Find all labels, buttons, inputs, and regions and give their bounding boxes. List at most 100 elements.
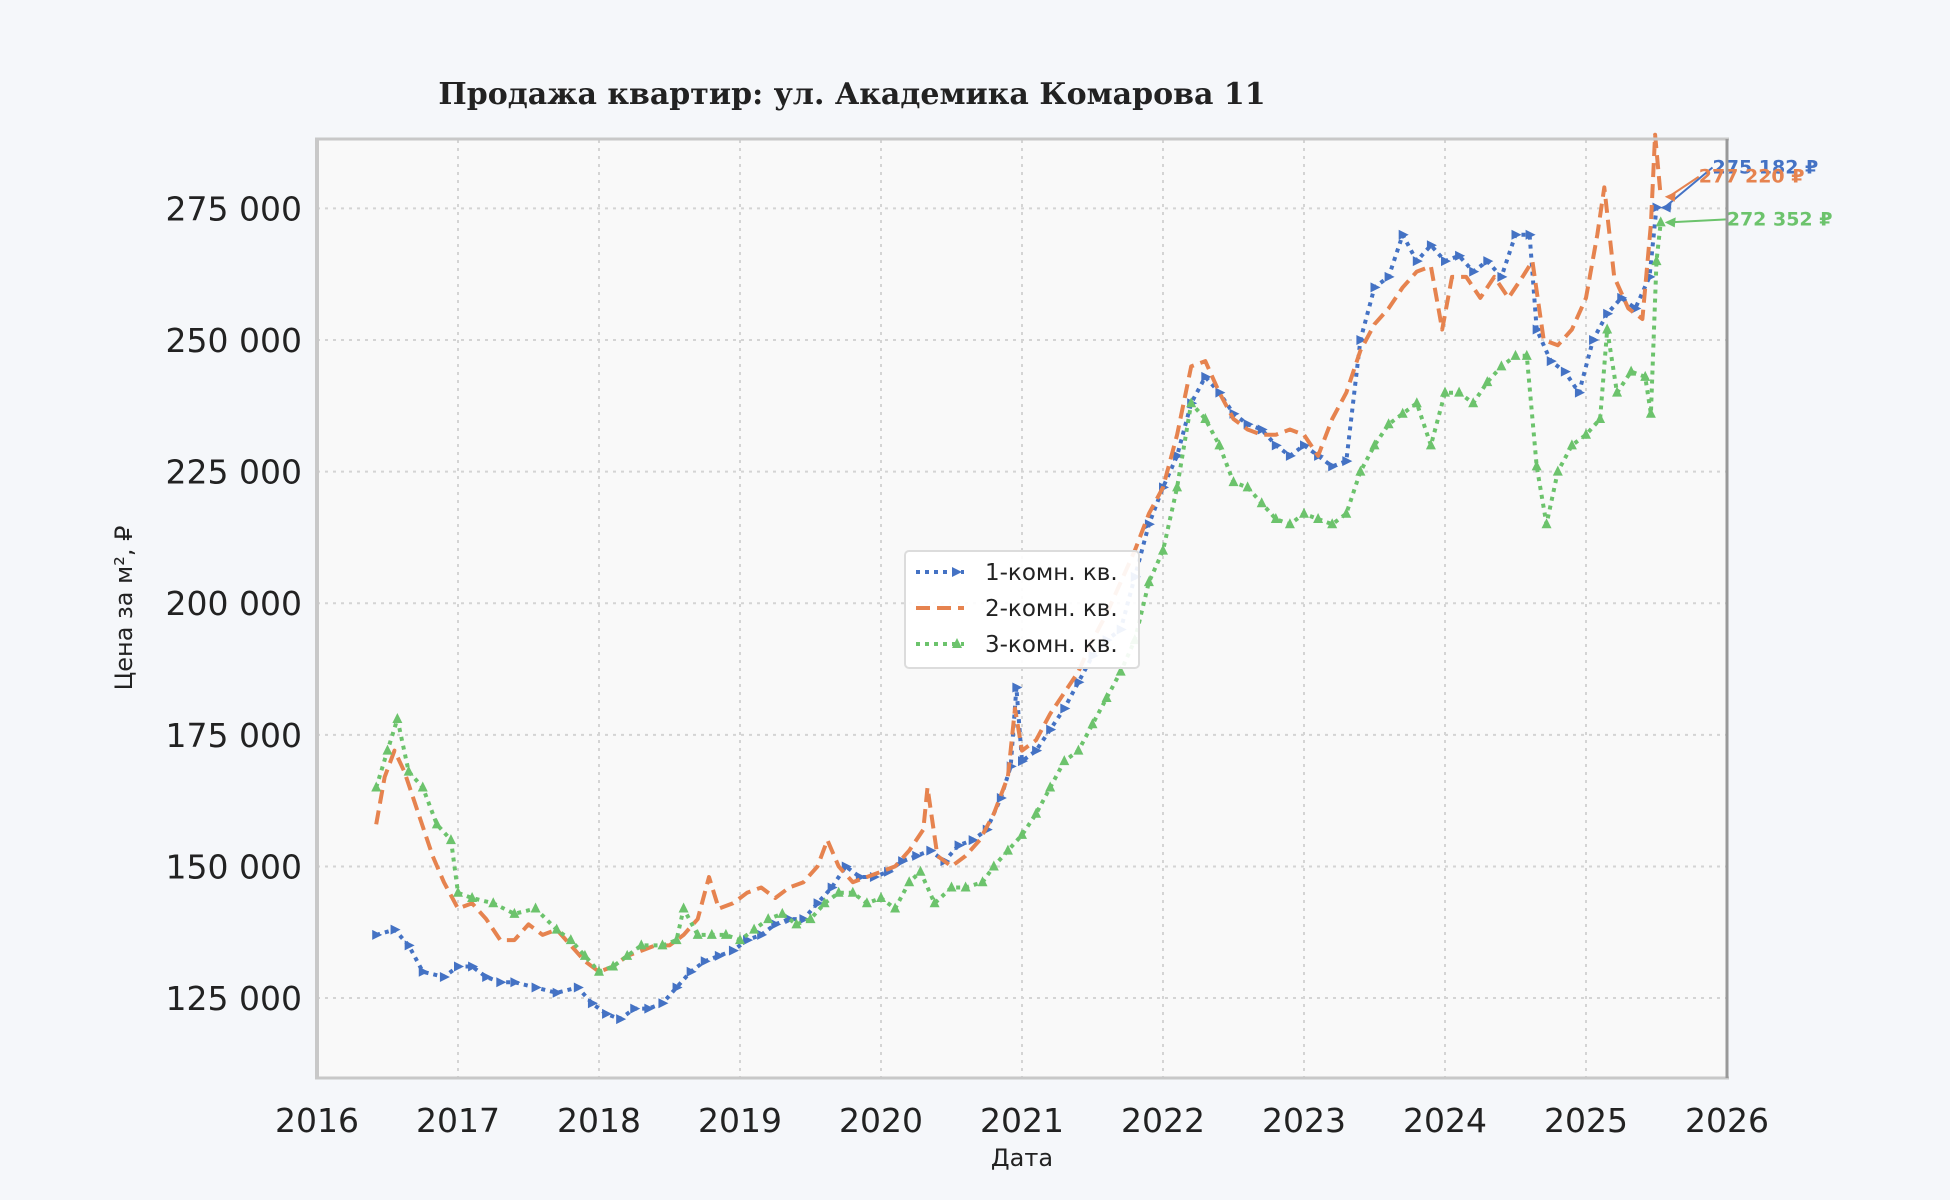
data-point — [1651, 255, 1662, 266]
y-tick-label: 175 000 — [166, 716, 302, 755]
data-point — [763, 913, 774, 924]
data-point — [1440, 386, 1450, 397]
data-point — [509, 907, 520, 918]
data-point — [1342, 456, 1353, 467]
data-point — [1144, 519, 1155, 530]
data-point — [1242, 481, 1253, 492]
y-tick-labels: 125 000 150 000 175 000 200 000 225 000 250 0… — [166, 189, 302, 1018]
data-point — [1426, 240, 1437, 251]
data-point — [1059, 755, 1070, 766]
data-point — [657, 939, 668, 950]
data-point — [946, 881, 957, 892]
x-axis-label: Дата — [991, 1144, 1053, 1172]
data-point — [1002, 844, 1013, 855]
data-point — [1383, 418, 1394, 429]
data-point — [453, 886, 463, 897]
data-point — [1531, 460, 1542, 471]
data-point — [1603, 308, 1614, 319]
data-point — [1546, 356, 1557, 367]
data-point — [1032, 745, 1043, 756]
legend-marker — [952, 567, 962, 577]
annotation-label: 277 220 ₽ — [1699, 166, 1805, 188]
data-point — [847, 886, 858, 897]
data-point — [692, 928, 703, 939]
data-point — [1612, 386, 1623, 397]
data-point — [988, 860, 999, 871]
data-point — [861, 897, 872, 908]
x-tick-label: 2026 — [1685, 1101, 1769, 1140]
data-point — [898, 856, 909, 867]
data-point — [1521, 349, 1532, 360]
data-point — [1581, 428, 1591, 439]
data-point — [1060, 703, 1071, 714]
data-point — [1115, 665, 1126, 676]
data-point — [954, 840, 965, 851]
data-point — [1284, 518, 1295, 529]
data-point — [1468, 397, 1479, 408]
data-point — [1510, 349, 1521, 360]
data-point — [439, 971, 450, 982]
data-point — [403, 765, 414, 776]
data-point — [482, 971, 493, 982]
legend: 1-комн. кв. 2-комн. кв. 3-комн. кв. — [904, 550, 1140, 669]
data-point — [672, 982, 683, 993]
data-point — [833, 886, 844, 897]
x-tick-label: 2016 — [275, 1101, 359, 1140]
data-point — [390, 924, 401, 935]
data-point — [996, 793, 1007, 804]
data-point — [573, 982, 584, 993]
x-tick-label: 2017 — [416, 1101, 500, 1140]
y-tick-label: 150 000 — [166, 847, 302, 886]
data-point — [777, 907, 788, 918]
data-point — [417, 781, 428, 792]
legend-label: 1-комн. кв. — [985, 560, 1118, 586]
data-point — [579, 949, 590, 960]
data-point — [552, 987, 563, 998]
data-point — [1425, 439, 1436, 450]
data-point — [671, 934, 682, 945]
y-tick-label: 250 000 — [166, 321, 302, 360]
data-point — [749, 923, 760, 934]
data-point — [1173, 450, 1184, 461]
data-point — [1257, 424, 1268, 435]
data-point — [714, 950, 725, 961]
x-tick-label: 2019 — [698, 1101, 782, 1140]
data-point — [720, 928, 731, 939]
data-point — [1046, 724, 1057, 735]
chart-title: Продажа квартир: ул. Академика Комарова … — [438, 77, 1265, 112]
y-tick-label: 125 000 — [166, 979, 302, 1018]
legend-label: 3-комн. кв. — [985, 632, 1118, 658]
data-point — [1482, 376, 1493, 387]
data-point — [1270, 513, 1281, 524]
annotation-arrow — [1668, 218, 1727, 224]
data-point — [1228, 476, 1239, 487]
data-point — [1073, 744, 1084, 755]
annotation-arrowhead — [1664, 191, 1676, 202]
data-point — [1496, 360, 1507, 371]
data-point — [1256, 497, 1267, 508]
data-point — [616, 1014, 627, 1025]
data-point — [1384, 271, 1395, 282]
data-point — [728, 945, 739, 956]
legend-label: 2-комн. кв. — [985, 596, 1118, 622]
data-point — [445, 834, 456, 845]
end-annotations: 275 182 ₽277 220 ₽ 272 352 ₽ — [1660, 156, 1833, 230]
data-point — [678, 902, 689, 913]
data-point — [876, 892, 886, 903]
data-point — [1617, 292, 1628, 303]
data-point — [960, 881, 971, 892]
data-point — [468, 961, 479, 972]
data-point — [658, 998, 669, 1009]
data-point — [1455, 250, 1466, 261]
data-point — [700, 956, 711, 967]
data-point — [636, 939, 647, 950]
x-tick-label: 2018 — [557, 1101, 641, 1140]
annotation-arrowhead — [1660, 202, 1672, 213]
data-point — [1341, 507, 1352, 518]
data-point — [1595, 412, 1606, 423]
data-point — [1327, 518, 1338, 529]
data-point — [1018, 756, 1028, 767]
data-point — [1271, 440, 1282, 451]
data-point — [1200, 412, 1211, 423]
data-point — [1186, 397, 1197, 408]
